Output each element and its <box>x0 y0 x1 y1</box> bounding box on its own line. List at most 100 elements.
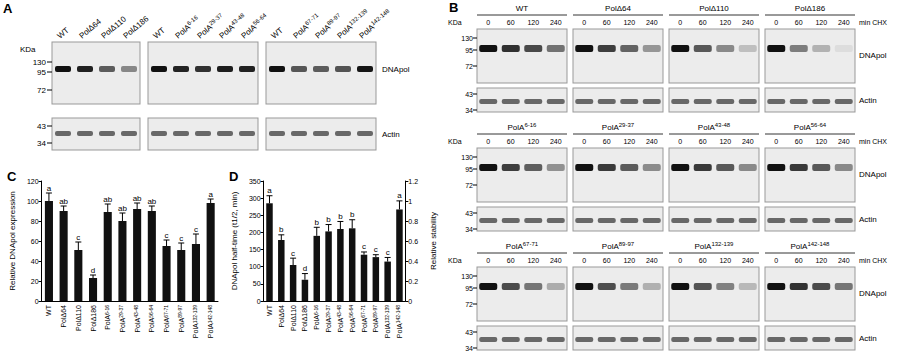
svg-text:60: 60 <box>507 257 515 264</box>
svg-text:Relative stability: Relative stability <box>429 212 438 270</box>
svg-text:KDa: KDa <box>20 45 36 54</box>
svg-text:WT: WT <box>56 26 71 41</box>
svg-text:0: 0 <box>678 138 682 145</box>
svg-text:120: 120 <box>623 257 635 264</box>
svg-text:72: 72 <box>465 182 473 189</box>
svg-text:6-16: 6-16 <box>104 305 110 315</box>
svg-text:PolA56-64: PolA56-64 <box>794 122 827 132</box>
svg-text:Actin: Actin <box>859 215 877 224</box>
svg-text:c: c <box>362 242 366 251</box>
svg-text:PolA: PolA <box>163 317 170 332</box>
svg-text:240: 240 <box>742 257 754 264</box>
svg-text:142-148: 142-148 <box>395 305 401 324</box>
svg-text:240: 240 <box>550 257 562 264</box>
svg-text:29-37: 29-37 <box>118 305 124 318</box>
svg-text:60: 60 <box>31 238 39 245</box>
svg-text:min CHX: min CHX <box>859 138 887 145</box>
svg-text:b: b <box>338 212 343 221</box>
svg-text:0: 0 <box>582 19 586 26</box>
svg-text:0: 0 <box>582 138 586 145</box>
svg-text:350: 350 <box>249 178 261 185</box>
svg-text:DNApol: DNApol <box>859 170 887 179</box>
svg-text:60: 60 <box>603 257 611 264</box>
svg-text:b: b <box>315 218 320 227</box>
svg-text:PolA: PolA <box>104 315 111 330</box>
svg-text:KDa: KDa <box>448 257 462 264</box>
svg-text:250: 250 <box>249 212 261 219</box>
svg-text:ab: ab <box>59 197 68 206</box>
svg-text:43-48: 43-48 <box>336 305 342 318</box>
svg-text:ab: ab <box>133 194 142 203</box>
svg-text:PolΔ186: PolΔ186 <box>122 14 151 41</box>
svg-text:PolΔ110: PolΔ110 <box>75 305 82 331</box>
svg-text:DNApol half-time (t1/2, min): DNApol half-time (t1/2, min) <box>230 191 239 290</box>
svg-text:WT: WT <box>270 26 285 41</box>
svg-text:c: c <box>194 225 198 234</box>
svg-text:PolΔ186: PolΔ186 <box>301 305 308 332</box>
svg-text:PolΔ110: PolΔ110 <box>290 305 297 331</box>
svg-text:PolΔ64: PolΔ64 <box>60 305 67 328</box>
svg-text:PolΔ186: PolΔ186 <box>795 4 826 13</box>
svg-text:132-139: 132-139 <box>192 305 198 324</box>
svg-text:c: c <box>291 249 295 258</box>
svg-text:120: 120 <box>527 138 539 145</box>
svg-text:0: 0 <box>486 257 490 264</box>
svg-text:KDa: KDa <box>448 19 462 26</box>
svg-text:PolA: PolA <box>192 323 199 338</box>
svg-text:WT: WT <box>152 26 167 41</box>
svg-text:60: 60 <box>795 138 803 145</box>
svg-text:DNApol: DNApol <box>859 51 887 60</box>
svg-text:ab: ab <box>147 197 156 206</box>
svg-text:60: 60 <box>699 257 707 264</box>
svg-text:43: 43 <box>465 91 473 98</box>
svg-text:72: 72 <box>37 86 46 95</box>
svg-text:d: d <box>303 264 307 273</box>
svg-text:0: 0 <box>678 257 682 264</box>
svg-text:130: 130 <box>461 273 473 280</box>
svg-text:0.4: 0.4 <box>408 258 418 265</box>
svg-text:PolA6-16: PolA6-16 <box>508 122 538 132</box>
svg-text:WT: WT <box>45 304 52 316</box>
svg-text:D: D <box>229 169 238 184</box>
svg-text:min CHX: min CHX <box>859 19 887 26</box>
svg-text:200: 200 <box>249 229 261 236</box>
svg-text:b: b <box>279 225 284 234</box>
svg-text:WT: WT <box>266 304 273 316</box>
svg-text:50: 50 <box>253 280 261 287</box>
svg-text:43-48: 43-48 <box>133 305 139 318</box>
svg-text:130: 130 <box>461 35 473 42</box>
svg-text:142-148: 142-148 <box>207 305 213 324</box>
svg-text:43: 43 <box>37 122 46 131</box>
svg-text:67-71: 67-71 <box>360 305 366 318</box>
svg-text:PolA142-148: PolA142-148 <box>357 7 394 40</box>
svg-text:d: d <box>91 266 95 275</box>
svg-text:PolΔ110: PolΔ110 <box>699 4 729 13</box>
svg-text:132-139: 132-139 <box>384 305 390 324</box>
svg-text:100: 100 <box>249 263 261 270</box>
svg-text:min CHX: min CHX <box>859 257 887 264</box>
svg-text:95: 95 <box>465 285 473 292</box>
svg-text:0.2: 0.2 <box>408 278 418 285</box>
svg-text:0.8: 0.8 <box>408 218 418 225</box>
svg-text:0: 0 <box>486 138 490 145</box>
svg-text:40: 40 <box>31 258 39 265</box>
svg-text:60: 60 <box>699 19 707 26</box>
svg-text:0: 0 <box>774 138 778 145</box>
svg-text:34: 34 <box>465 107 473 114</box>
svg-text:ab: ab <box>118 204 127 213</box>
svg-text:80: 80 <box>31 218 39 225</box>
svg-text:120: 120 <box>815 19 827 26</box>
svg-text:Actin: Actin <box>859 334 877 343</box>
svg-text:A: A <box>3 1 13 16</box>
svg-text:PolA132-139: PolA132-139 <box>695 241 735 251</box>
svg-text:60: 60 <box>795 19 803 26</box>
svg-text:34: 34 <box>37 139 46 148</box>
svg-text:89-97: 89-97 <box>177 305 183 318</box>
svg-text:240: 240 <box>646 19 658 26</box>
svg-text:60: 60 <box>507 138 515 145</box>
svg-text:c: c <box>374 245 378 254</box>
svg-text:130: 130 <box>461 154 473 161</box>
svg-text:1.2: 1.2 <box>408 178 418 185</box>
svg-text:PolA: PolA <box>207 323 214 338</box>
svg-text:PolΔ64: PolΔ64 <box>278 305 285 328</box>
